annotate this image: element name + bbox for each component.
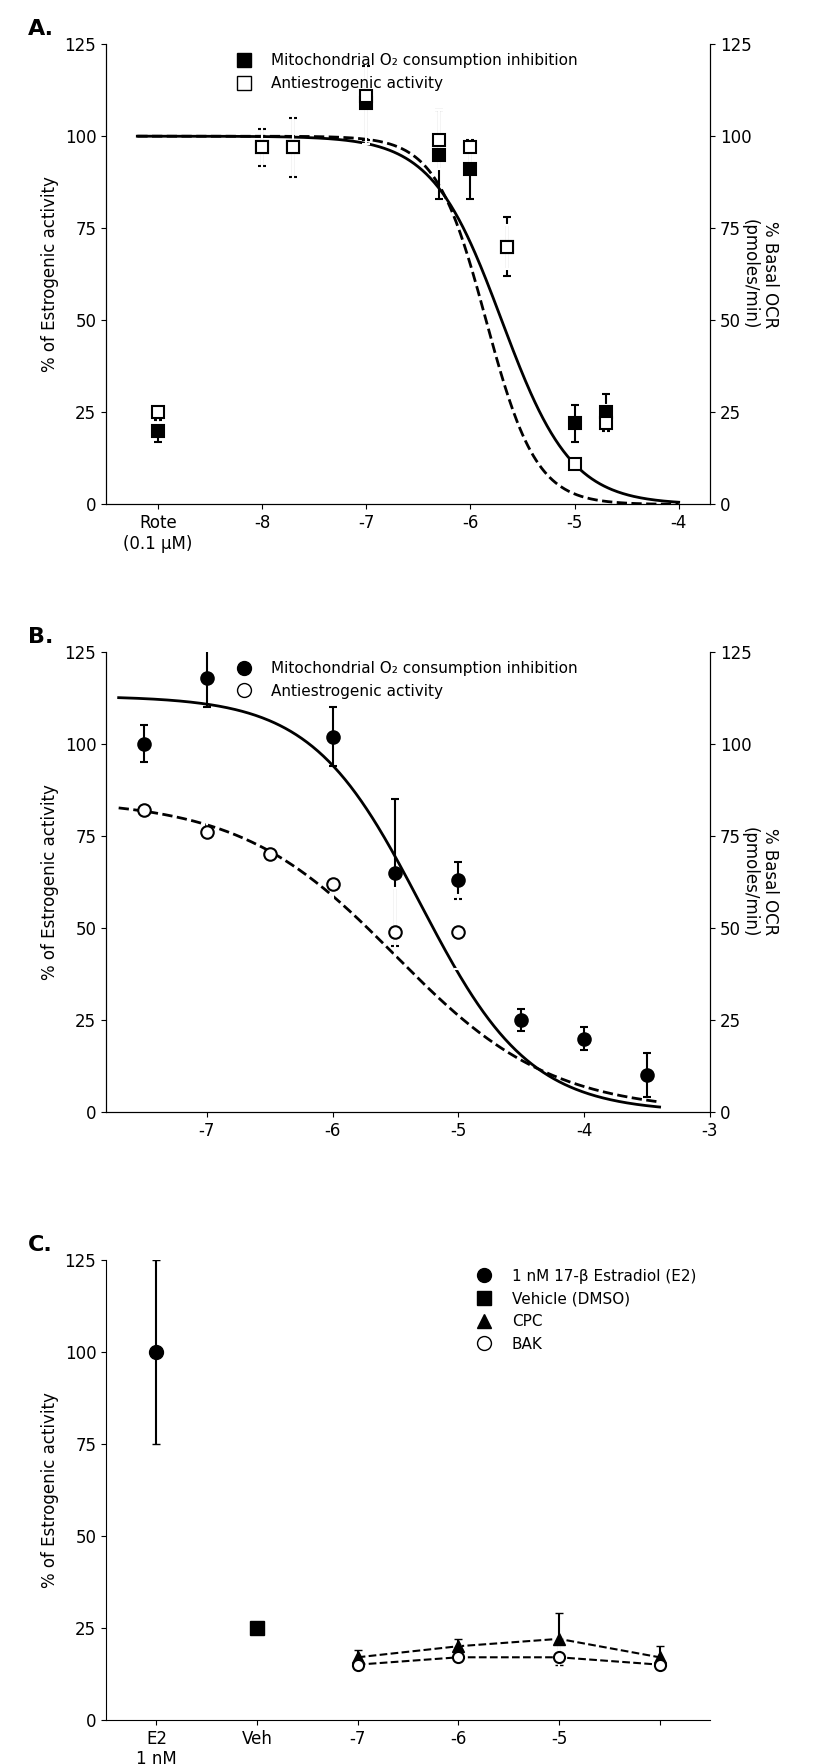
Legend: Mitochondrial O₂ consumption inhibition, Antiestrogenic activity: Mitochondrial O₂ consumption inhibition,… bbox=[223, 48, 584, 97]
Y-axis label: % Basal OCR
(pmoles/min): % Basal OCR (pmoles/min) bbox=[740, 827, 779, 937]
Y-axis label: % of Estrogenic activity: % of Estrogenic activity bbox=[41, 176, 59, 372]
Text: A.: A. bbox=[28, 19, 54, 39]
Legend: 1 nM 17-β Estradiol (E2), Vehicle (DMSO), CPC, BAK: 1 nM 17-β Estradiol (E2), Vehicle (DMSO)… bbox=[463, 1263, 703, 1358]
Y-axis label: % of Estrogenic activity: % of Estrogenic activity bbox=[41, 783, 59, 981]
Text: B.: B. bbox=[28, 628, 53, 647]
Text: C.: C. bbox=[28, 1235, 52, 1254]
Legend: Mitochondrial O₂ consumption inhibition, Antiestrogenic activity: Mitochondrial O₂ consumption inhibition,… bbox=[223, 654, 584, 704]
Y-axis label: % Basal OCR
(pmoles/min): % Basal OCR (pmoles/min) bbox=[740, 219, 779, 330]
Y-axis label: % of Estrogenic activity: % of Estrogenic activity bbox=[41, 1392, 59, 1588]
